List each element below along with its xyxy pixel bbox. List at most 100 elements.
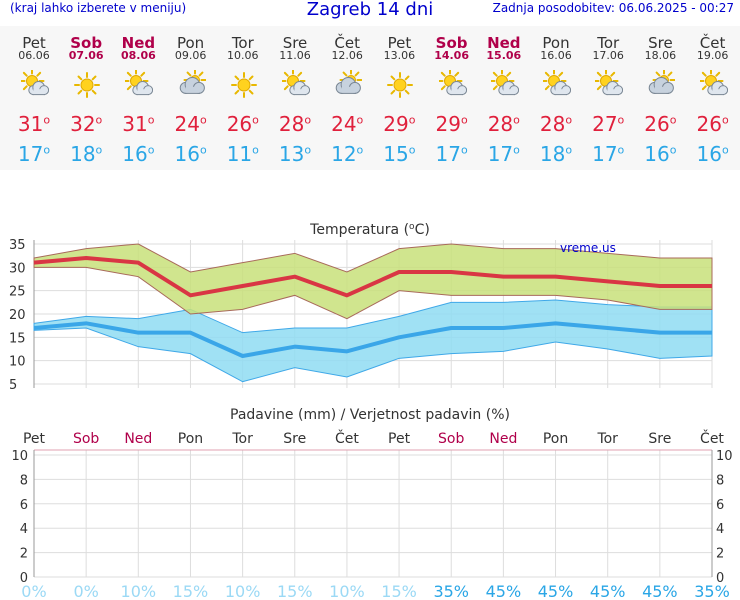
min-temp-range-band <box>33 299 713 383</box>
y-tick-label-left: 6 <box>20 498 28 513</box>
min-temp-value: 18 <box>539 142 566 166</box>
day-axis-label: Tor <box>596 431 618 447</box>
sun-cloud-icon <box>490 70 519 96</box>
max-temp-value: 26 <box>696 112 722 136</box>
min-temperature: 17o <box>426 142 478 166</box>
probability-label: 10% <box>329 582 365 600</box>
max-temp-line <box>33 256 712 298</box>
min-temperature: 17o <box>582 142 634 166</box>
min-temperature: 17o <box>8 142 60 166</box>
y-tick-label-right: 6 <box>716 498 724 513</box>
day-date: 12.06 <box>331 49 363 62</box>
max-temperature: 28o <box>530 112 582 136</box>
location-menu-hint: (kraj lahko izberete v meniju) <box>10 1 187 15</box>
day-date: 06.06 <box>18 49 50 62</box>
day-axis-label: Pet <box>388 431 411 447</box>
degree-sign: o <box>565 113 573 127</box>
degree-sign: o <box>304 143 312 157</box>
precipitation-chart-title: Padavine (mm) / Verjetnost padavin (%) <box>230 407 510 423</box>
day-name: Pon <box>542 34 570 52</box>
top-bar: (kraj lahko izberete v meniju) Zagreb 14… <box>0 0 740 22</box>
y-tick-label: 20 <box>9 308 26 323</box>
max-temp-value: 24 <box>331 112 357 136</box>
day-column: Tor 17.06 27o 17o <box>582 26 634 170</box>
day-name: Ned <box>121 34 156 52</box>
min-temperature: 13o <box>269 142 321 166</box>
day-axis-label: Ned <box>124 431 152 447</box>
degree-sign: o <box>199 113 207 127</box>
max-temp-value: 31 <box>122 112 148 136</box>
page-title: Zagreb 14 dni <box>306 0 434 20</box>
min-temperature: 16o <box>112 142 164 166</box>
day-column: Čet 12.06 24o 12o <box>321 26 373 170</box>
max-temp-value: 28 <box>487 112 514 136</box>
day-axis-label: Pon <box>543 431 568 447</box>
degree-sign: o <box>252 143 259 157</box>
degree-sign: o <box>95 143 103 157</box>
y-tick-label-right: 8 <box>716 473 724 488</box>
max-temp-value: 32 <box>70 112 96 136</box>
degree-sign: o <box>460 113 468 127</box>
y-tick-label-right: 0 <box>716 571 724 586</box>
y-tick-label-left: 2 <box>20 547 28 562</box>
degree-sign: o <box>43 113 51 127</box>
day-date: 11.06 <box>279 49 311 62</box>
degree-sign: o <box>252 113 259 127</box>
min-temperature: 16o <box>165 142 217 166</box>
day-column: Tor 10.06 26o 11o <box>217 26 269 170</box>
degree-sign: o <box>43 143 51 157</box>
y-tick-label-left: 8 <box>20 473 28 488</box>
day-column: Pon 16.06 28o 18o <box>530 26 582 170</box>
degree-sign: o <box>669 113 677 127</box>
cloud-sun-icon <box>649 70 676 94</box>
max-temperature: 29o <box>426 112 478 136</box>
day-name: Pon <box>176 34 205 52</box>
sun-cloud-icon <box>125 70 154 96</box>
day-column: Ned 08.06 31o 16o <box>112 26 164 170</box>
min-temp-value: 11 <box>226 142 253 166</box>
min-temp-value: 17 <box>435 142 461 166</box>
day-date: 18.06 <box>644 49 677 62</box>
max-temp-value: 27 <box>592 112 618 136</box>
probability-label: 0% <box>21 582 46 600</box>
min-temp-value: 16 <box>644 142 670 166</box>
y-tick-label-right: 2 <box>716 547 724 562</box>
min-temp-value: 17 <box>592 142 618 166</box>
y-tick-label-right: 4 <box>716 522 724 537</box>
degree-sign: o <box>565 143 573 157</box>
day-axis-label: Ned <box>489 431 517 447</box>
degree-sign: o <box>95 113 103 127</box>
max-temperature: 26o <box>217 112 269 136</box>
probability-label: 35% <box>694 582 730 600</box>
max-temperature: 26o <box>687 112 739 136</box>
degree-sign: o <box>617 113 625 127</box>
day-column: Pet 06.06 31o 17o <box>8 26 60 170</box>
temperature-chart: Temperatura (oC) 35 30 25 20 15 10 5 vreme.us <box>9 222 713 393</box>
min-temperature: 11o <box>217 142 269 166</box>
min-temp-value: 17 <box>487 142 514 166</box>
day-column: Čet 19.06 26o 16o <box>687 26 739 170</box>
min-temp-value: 16 <box>174 142 200 166</box>
min-temperature: 12o <box>321 142 373 166</box>
day-axis-label: Pon <box>178 431 203 447</box>
min-temp-value: 16 <box>122 142 148 166</box>
max-temp-value: 24 <box>174 112 200 136</box>
max-temperature: 28o <box>269 112 321 136</box>
day-column: Pon 09.06 24o 16o <box>165 26 217 170</box>
max-temperature: 31o <box>8 112 60 136</box>
probability-label: 45% <box>590 582 626 600</box>
precipitation-chart: Padavine (mm) / Verjetnost padavin (%) Pe… <box>11 407 732 600</box>
y-tick-label: 35 <box>9 238 26 253</box>
max-temperature: 29o <box>373 112 425 136</box>
y-tick-label: 25 <box>9 285 26 300</box>
day-name: Ned <box>487 34 521 52</box>
day-column: Sob 14.06 29o 17o <box>426 26 478 170</box>
max-temperature: 24o <box>321 112 373 136</box>
sun-cloud-icon <box>699 70 728 96</box>
day-name: Sre <box>648 34 673 52</box>
degree-sign: o <box>513 113 520 127</box>
probability-label: 10% <box>225 582 261 600</box>
degree-sign: o <box>721 143 729 157</box>
day-name: Sob <box>435 34 468 52</box>
day-axis-label: Sre <box>648 431 671 447</box>
